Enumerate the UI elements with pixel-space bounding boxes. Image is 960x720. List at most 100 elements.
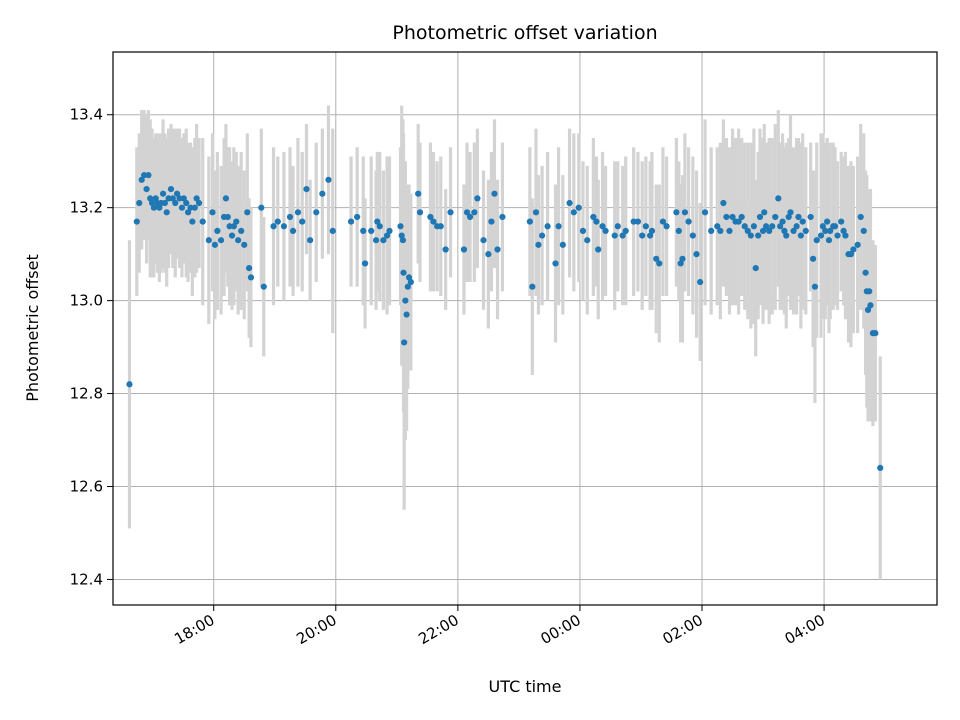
data-point [648,227,656,235]
data-point [659,218,667,225]
data-point [187,204,194,211]
data-point [404,283,411,290]
data-point [325,176,332,183]
data-point [777,223,784,230]
data-point [813,237,820,244]
data-point [755,232,762,239]
data-point [741,223,748,230]
data-point [474,195,481,202]
data-point [595,246,602,253]
data-point [173,190,181,197]
data-point [761,209,768,216]
data-point [867,302,874,309]
data-point [809,255,817,262]
data-point [653,255,660,262]
data-point [319,190,326,197]
data-point [634,218,642,225]
data-point [193,195,200,202]
data-point [226,223,233,230]
data-point [466,213,474,221]
data-point [685,218,692,225]
data-point [360,227,367,235]
data-point [214,227,221,235]
data-point [228,232,236,239]
data-point [827,227,834,235]
data-point [383,232,391,239]
data-point [579,227,587,235]
data-point [862,269,869,276]
data-point [799,218,806,225]
data-point [274,218,281,225]
data-point [766,227,773,235]
data-point [430,218,437,225]
data-point [750,223,757,230]
data-point [191,204,198,211]
data-point [877,464,884,472]
data-point [802,227,809,235]
data-point [866,288,873,295]
data-point [491,190,498,197]
data-point [407,278,414,286]
data-point [416,209,424,216]
data-point [258,204,265,211]
data-point [847,251,855,258]
data-point [189,218,196,225]
data-point [329,227,336,235]
data-point [147,195,154,202]
chart-title: Photometric offset variation [392,22,657,44]
data-point [183,199,190,207]
data-point [347,218,355,225]
data-point [354,213,361,221]
y-axis-title: Photometric offset [23,254,42,402]
data-point [817,232,825,239]
data-point [602,227,609,235]
data-point [233,218,240,225]
data-point [222,195,230,202]
data-point [762,223,770,230]
data-point [241,241,248,248]
data-point [793,223,800,230]
data-point [447,209,454,216]
data-point [403,311,410,318]
data-point [840,227,847,235]
data-point [148,199,156,207]
data-point [163,209,170,216]
data-point [864,306,872,314]
data-point [152,195,159,202]
data-point [313,209,320,216]
data-point [781,227,788,235]
data-point [860,227,867,235]
data-point [176,195,183,202]
data-point [442,246,449,253]
data-point [180,195,187,202]
data-point [850,246,857,253]
data-point [499,213,506,221]
data-point [675,227,682,235]
data-point [824,218,831,225]
data-point [647,232,654,239]
data-point [145,172,152,179]
data-point [872,330,879,337]
data-point [184,209,192,216]
data-point [167,185,175,193]
data-point [611,232,618,239]
data-point [807,213,814,221]
data-points [126,172,884,472]
y-axis-ticks: 12.4 12.6 12.8 13.0 13.2 13.4 [70,106,113,588]
data-point [494,246,501,253]
data-point [747,232,754,239]
data-point [136,199,143,207]
data-point [374,218,381,225]
data-point [172,199,179,207]
data-point [593,218,600,225]
data-point [555,223,562,230]
data-point [857,213,864,221]
y-tick-label: 12.6 [70,478,103,496]
data-point [787,209,794,216]
data-point [769,223,776,230]
data-point [570,209,577,216]
data-point [415,190,422,197]
data-point [211,241,219,248]
data-point [361,260,369,267]
